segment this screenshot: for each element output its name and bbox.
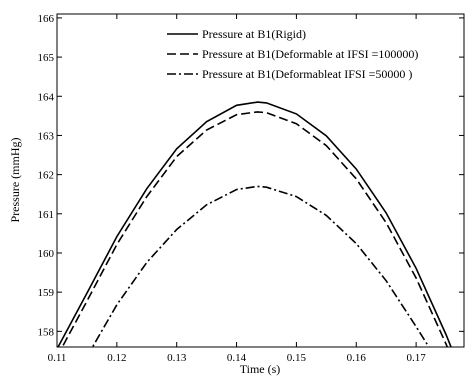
x-tick-label: 0.15: [287, 352, 307, 364]
y-tick-label: 166: [38, 13, 55, 25]
y-tick-label: 165: [38, 52, 55, 64]
x-tick-label: 0.13: [167, 352, 187, 364]
series-line-2: [61, 111, 449, 347]
series-line-1: [57, 101, 452, 347]
y-tick-label: 158: [38, 326, 55, 338]
x-tick-label: 0.11: [48, 352, 67, 364]
series-line-3: [91, 185, 430, 347]
y-tick-label: 163: [38, 130, 55, 142]
x-tick-label: 0.16: [347, 352, 367, 364]
legend-label-2: Pressure at B1(Deformable at IFSI =10000…: [202, 47, 418, 61]
x-tick-label: 0.17: [406, 352, 426, 364]
x-tick-label: 0.12: [107, 352, 126, 364]
y-tick-label: 162: [38, 170, 55, 182]
y-tick-label: 159: [38, 287, 55, 299]
y-tick-label: 161: [38, 209, 55, 221]
legend-label-1: Pressure at B1(Rigid): [202, 27, 306, 41]
x-axis-label: Time (s): [240, 362, 281, 376]
legend-label-3: Pressure at B1(Deformableat IFSI =50000 …: [202, 67, 412, 81]
plot-area: [56, 13, 465, 348]
x-tick-label: 0.14: [227, 352, 247, 364]
y-tick-label: 164: [38, 91, 55, 103]
y-axis-label: Pressure (mmHg): [8, 138, 22, 223]
y-tick-label: 160: [38, 248, 55, 260]
